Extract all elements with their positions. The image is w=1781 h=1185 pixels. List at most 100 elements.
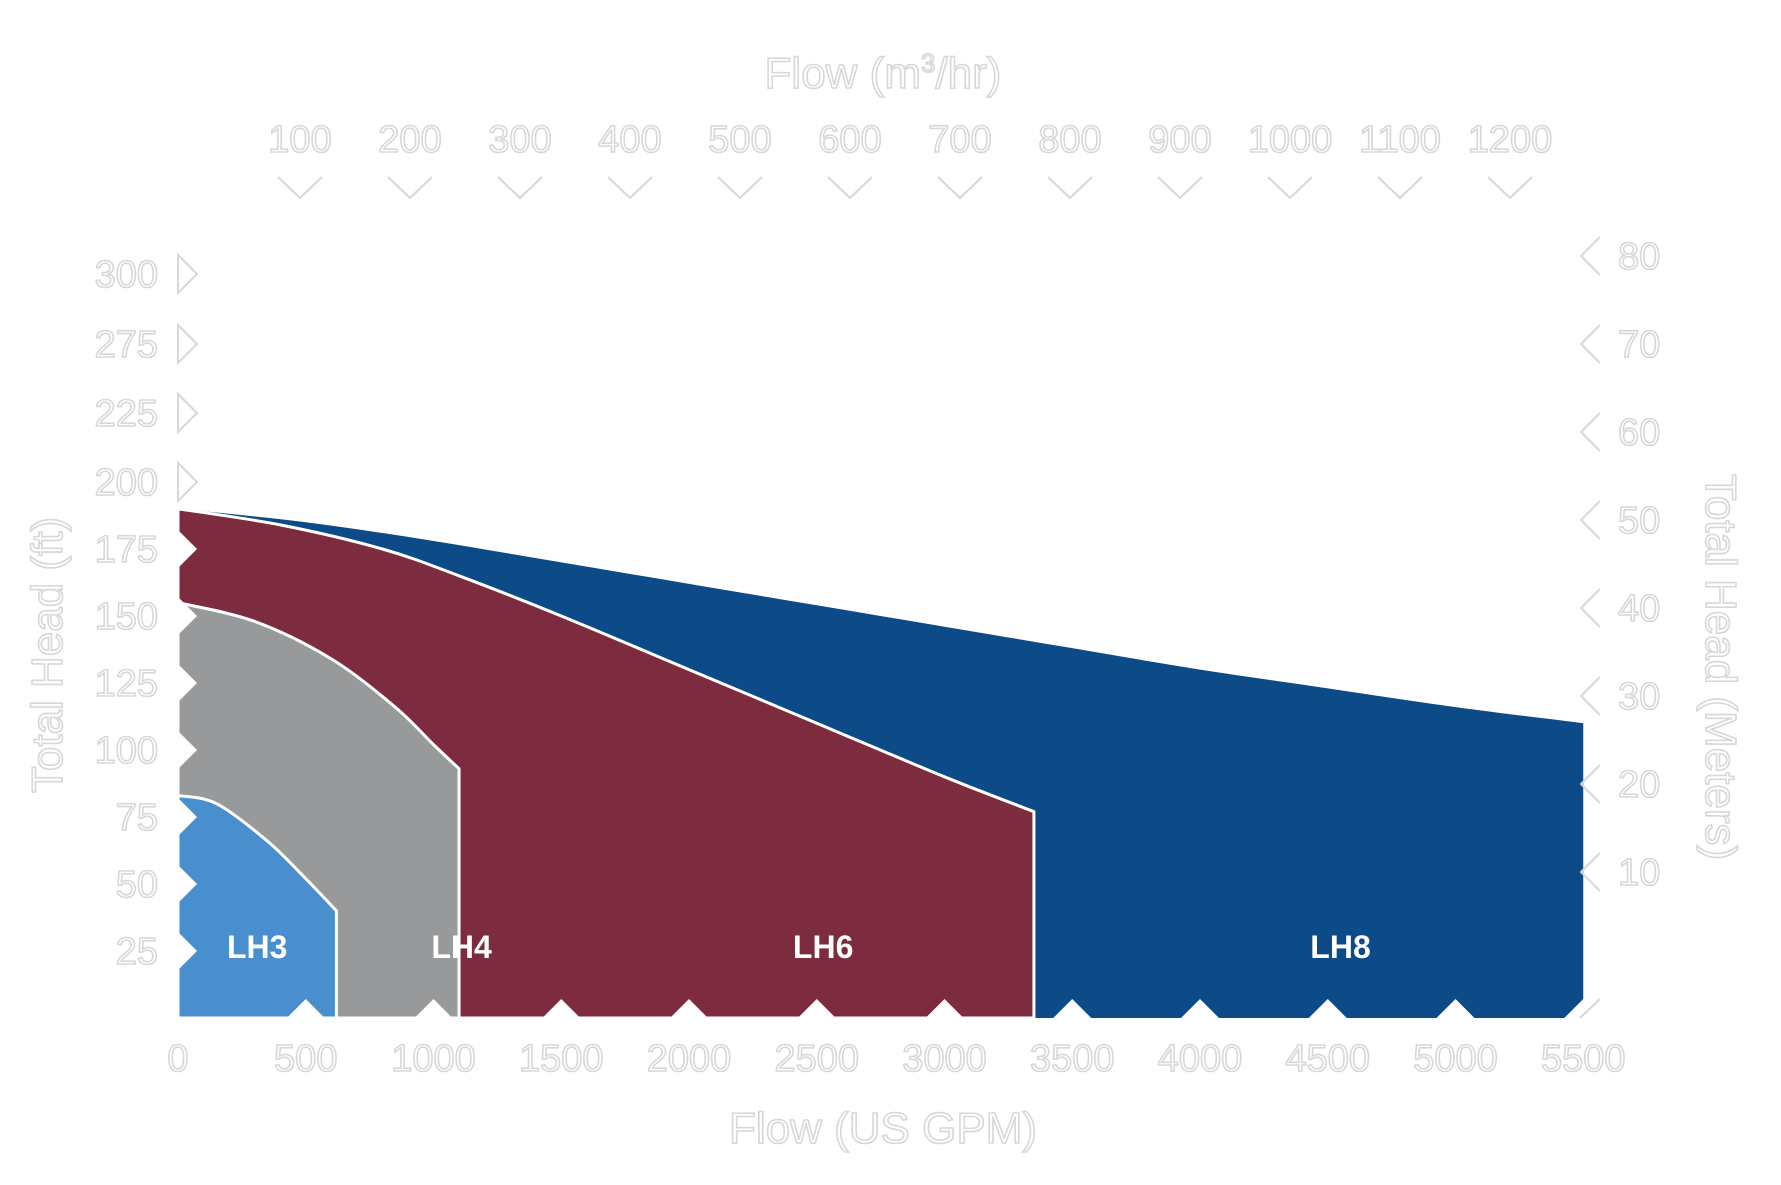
top-tick-label-100: 100 [268,119,331,161]
bottom-tick-mark-2000 [670,999,708,1018]
right-tick-mark-80 [1579,236,1601,276]
bottom-tick-mark-3000 [925,999,964,1018]
left-tick-label-175: 175 [95,529,158,571]
left-tick-label-225: 225 [95,393,158,435]
top-tick-label-900: 900 [1148,119,1211,161]
top-tick-mark-500 [717,176,763,200]
top-tick-mark-700 [937,176,983,200]
bottom-tick-mark-3500 [1053,999,1092,1018]
left-tick-mark-125 [178,664,197,702]
top-tick-label-300: 300 [488,119,551,161]
bottom-tick-label-500: 500 [274,1038,337,1080]
top-axis-title-superscript: 3 [921,48,935,78]
bottom-tick-mark-5000 [1436,999,1475,1018]
left-tick-mark-225 [177,391,199,435]
bottom-tick-label-5000: 5000 [1413,1038,1498,1080]
right-tick-label-50: 50 [1618,500,1660,542]
bottom-tick-mark-5500 [1564,999,1603,1018]
left-tick-mark-275 [177,322,199,366]
right-tick-mark-30 [1579,676,1601,716]
region-label-lh3: LH3 [227,929,287,965]
top-tick-mark-400 [607,176,653,200]
bottom-tick-label-2000: 2000 [647,1038,732,1080]
top-tick-mark-900 [1157,176,1203,200]
right-tick-label-30: 30 [1618,676,1660,718]
bottom-tick-mark-4000 [1181,999,1219,1018]
bottom-tick-label-2500: 2500 [774,1038,859,1080]
bottom-tick-label-0: 0 [167,1038,188,1080]
right-axis-title: Total Head (Meters) [1696,474,1745,860]
region-labels: LH8 LH6 LH4 LH3 [227,929,1371,965]
bottom-tick-label-3000: 3000 [902,1038,987,1080]
right-tick-label-60: 60 [1618,412,1660,454]
region-label-lh6: LH6 [793,929,853,965]
left-tick-label-275: 275 [95,324,158,366]
left-tick-mark-175 [178,530,197,568]
top-tick-label-1100: 1100 [1359,119,1441,161]
top-tick-label-500: 500 [708,119,771,161]
bottom-axis-title: Flow (US GPM) [729,1104,1037,1153]
right-axis-ticks: 10 20 30 40 50 60 70 80 [1579,235,1661,1019]
right-tick-mark-50 [1579,500,1601,540]
bottom-tick-label-4000: 4000 [1158,1038,1243,1080]
right-tick-label-40: 40 [1618,588,1660,630]
left-axis-ticks: 25 50 75 100 125 150 175 200 225 275 300 [94,252,199,974]
left-tick-label-50: 50 [116,864,158,906]
top-tick-label-400: 400 [598,119,661,161]
left-tick-mark-100 [178,731,197,769]
bottom-axis-ticks: 0 500 1000 1500 2000 2500 3000 3500 4000 4500 5000… [167,999,1626,1081]
bottom-tick-mark-4500 [1308,999,1347,1018]
left-axis-title: Total Head (ft) [23,517,72,793]
right-tick-label-10: 10 [1618,852,1660,894]
top-tick-label-600: 600 [818,119,881,161]
left-tick-label-25: 25 [116,931,158,973]
left-tick-label-150: 150 [95,596,158,638]
top-axis-title-suffix: /hr) [935,49,1001,98]
bottom-tick-label-5500: 5500 [1541,1038,1626,1080]
top-tick-label-1200: 1200 [1468,119,1553,161]
bottom-tick-mark-2500 [797,999,836,1018]
bottom-tick-mark-500 [286,999,325,1018]
region-label-lh8: LH8 [1310,929,1370,965]
left-tick-mark-75 [178,798,197,836]
right-tick-label-70: 70 [1618,324,1660,366]
right-tick-mark-70 [1579,324,1601,364]
performance-regions [176,507,1584,1020]
left-tick-mark-300 [177,252,199,296]
top-tick-mark-200 [387,176,433,200]
left-tick-label-300: 300 [95,254,158,296]
right-tick-label-80: 80 [1618,236,1660,278]
right-tick-mark-60 [1579,412,1601,452]
top-tick-mark-1000 [1267,176,1313,200]
top-tick-mark-100 [277,176,323,200]
left-tick-label-200: 200 [95,462,158,504]
bottom-tick-label-4500: 4500 [1285,1038,1370,1080]
bottom-tick-mark-1500 [542,999,581,1018]
top-tick-label-800: 800 [1038,119,1101,161]
right-tick-mark-40 [1579,588,1601,628]
left-tick-label-75: 75 [116,797,158,839]
right-tick-mark-20 [1579,764,1601,804]
top-tick-mark-800 [1047,176,1093,200]
right-tick-label-20: 20 [1618,764,1660,806]
left-tick-mark-25 [178,932,197,970]
top-tick-mark-1100 [1377,176,1423,200]
left-tick-mark-50 [178,865,197,903]
left-tick-mark-150 [178,597,197,635]
top-axis-title-prefix: Flow (m [765,49,921,98]
left-tick-label-125: 125 [95,663,158,705]
top-tick-label-1000: 1000 [1248,119,1333,161]
top-tick-label-700: 700 [928,119,991,161]
top-axis-title: Flow (m3/hr) [765,48,1002,98]
right-tick-mark-0 [1579,998,1601,1019]
top-tick-mark-600 [827,176,873,200]
left-tick-mark-200 [177,460,199,504]
bottom-tick-mark-1000 [414,999,453,1018]
top-tick-mark-1200 [1487,176,1533,200]
region-lh3 [176,793,338,1020]
top-axis-ticks: 100 200 300 400 500 600 700 800 900 1000 1100 1200 [267,118,1553,200]
bottom-tick-label-3500: 3500 [1030,1038,1115,1080]
top-tick-label-200: 200 [378,119,441,161]
bottom-tick-label-1500: 1500 [519,1038,604,1080]
